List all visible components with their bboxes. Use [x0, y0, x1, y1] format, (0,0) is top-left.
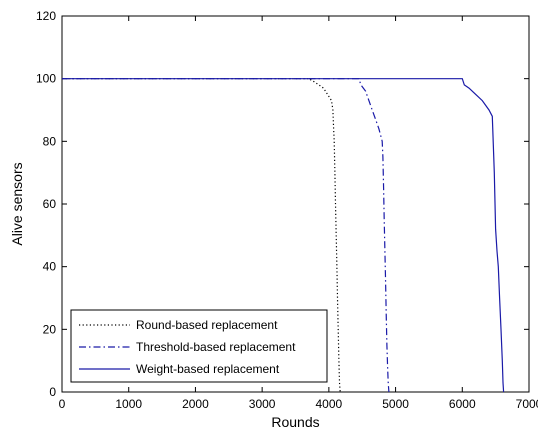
y-tick-label: 20: [43, 322, 57, 336]
x-tick-label: 1000: [115, 397, 142, 411]
y-tick-label: 40: [43, 260, 57, 274]
legend-label-weight-based: Weight-based replacement: [136, 362, 280, 376]
y-tick-label: 0: [49, 385, 56, 399]
legend-label-round-based: Round-based replacement: [136, 318, 278, 332]
x-tick-label: 0: [59, 397, 66, 411]
x-tick-label: 2000: [182, 397, 209, 411]
legend-label-threshold-based: Threshold-based replacement: [136, 340, 296, 354]
x-axis-label: Rounds: [271, 414, 319, 430]
legend-box: [70, 309, 328, 383]
x-tick-label: 5000: [382, 397, 409, 411]
series-line-threshold-based: [62, 78, 390, 393]
x-tick-label: 6000: [449, 397, 476, 411]
x-tick-label: 4000: [316, 397, 343, 411]
legend: Round-based replacement Threshold-based …: [70, 309, 328, 383]
y-tick-label: 60: [43, 197, 57, 211]
series-lines: [62, 78, 505, 393]
y-axis-label: Alive sensors: [9, 162, 25, 245]
series-line-round-based: [62, 78, 341, 393]
y-axis-ticks: 0 20 40 60 80 100 120: [36, 9, 529, 399]
y-tick-label: 100: [36, 72, 56, 86]
y-tick-label: 80: [43, 134, 57, 148]
x-tick-label: 3000: [249, 397, 276, 411]
series-line-weight-based: [62, 78, 505, 393]
y-tick-label: 120: [36, 9, 56, 23]
